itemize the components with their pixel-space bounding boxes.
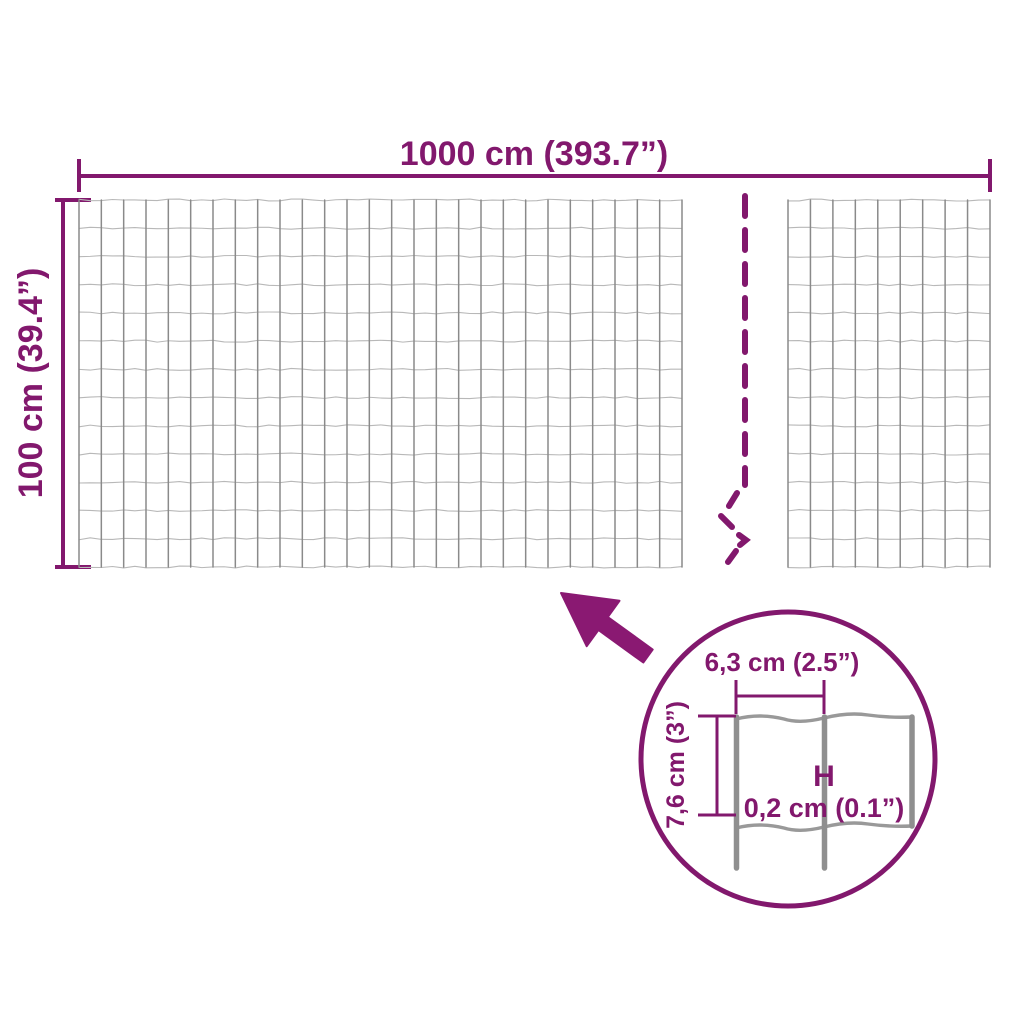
svg-text:7,6 cm (3”): 7,6 cm (3”) <box>662 701 690 829</box>
svg-text:0,2 cm (0.1”): 0,2 cm (0.1”) <box>744 793 905 823</box>
svg-text:100 cm (39.4”): 100 cm (39.4”) <box>12 268 50 499</box>
svg-text:1000 cm (393.7”): 1000 cm (393.7”) <box>400 135 668 173</box>
svg-text:H: H <box>813 760 835 793</box>
svg-text:6,3 cm (2.5”): 6,3 cm (2.5”) <box>705 647 860 677</box>
